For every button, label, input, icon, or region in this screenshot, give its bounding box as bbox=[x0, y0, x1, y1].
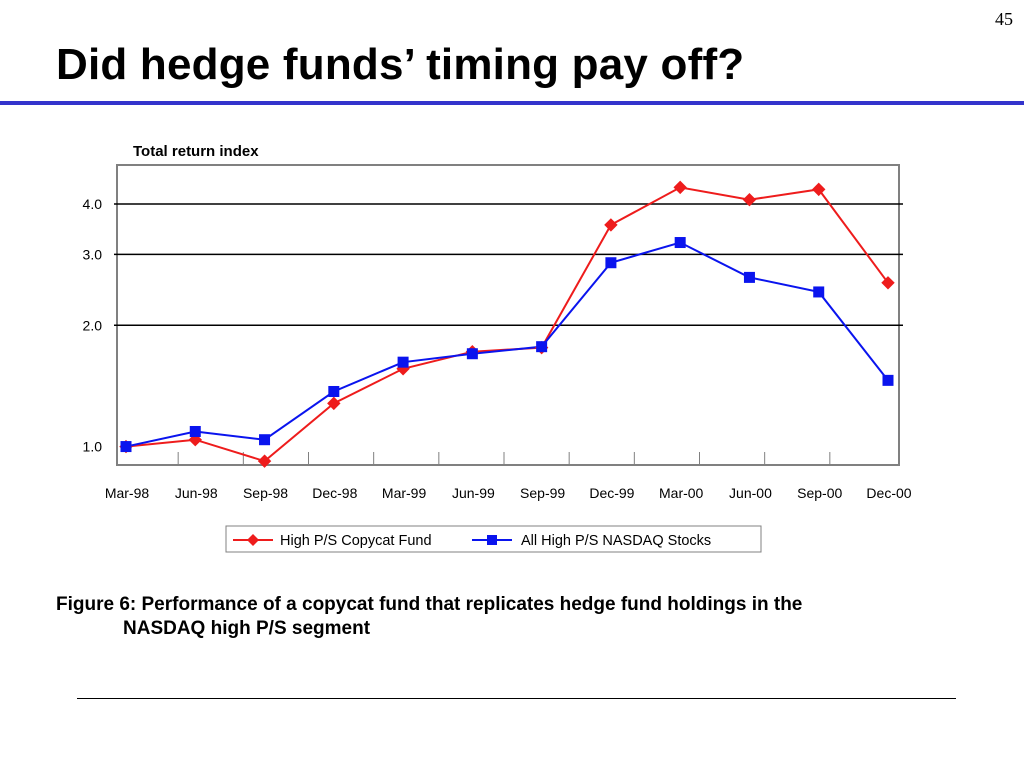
footer-divider bbox=[77, 698, 956, 699]
data-point bbox=[604, 218, 618, 232]
x-tick-label: Dec-00 bbox=[866, 485, 911, 501]
data-point bbox=[466, 348, 478, 360]
x-tick-label: Dec-98 bbox=[312, 485, 357, 501]
data-point bbox=[812, 182, 826, 197]
data-point bbox=[259, 434, 271, 446]
data-point bbox=[257, 454, 272, 468]
page-number: 45 bbox=[995, 9, 1013, 29]
x-tick-label: Sep-98 bbox=[243, 485, 288, 501]
data-point bbox=[189, 425, 201, 437]
y-tick-label: 4.0 bbox=[83, 196, 103, 212]
legend-marker bbox=[487, 535, 497, 545]
y-tick-label: 1.0 bbox=[83, 439, 103, 455]
y-tick-label: 2.0 bbox=[83, 317, 103, 333]
data-point bbox=[328, 385, 340, 397]
x-tick-label: Sep-00 bbox=[797, 485, 842, 501]
caption-line-2: NASDAQ high P/S segment bbox=[123, 618, 371, 639]
data-point bbox=[674, 237, 686, 249]
title-divider bbox=[0, 101, 1024, 105]
y-tick-label: 3.0 bbox=[83, 246, 103, 262]
data-point bbox=[813, 286, 825, 298]
data-point bbox=[397, 356, 409, 368]
data-point bbox=[120, 441, 132, 453]
data-point bbox=[743, 271, 755, 283]
x-tick-label: Mar-99 bbox=[382, 485, 427, 501]
data-point bbox=[881, 276, 895, 290]
figure-caption: Figure 6: Performance of a copycat fund … bbox=[56, 593, 976, 641]
data-point bbox=[327, 396, 341, 411]
data-point bbox=[882, 374, 894, 386]
caption-line-1: Figure 6: Performance of a copycat fund … bbox=[56, 594, 803, 615]
legend-marker bbox=[247, 534, 259, 546]
line-chart: 1.0 2.0 3.0 4.0 Mar-98 Jun-98 Sep-98 Dec-98 Mar… bbox=[83, 164, 912, 553]
x-tick-label: Jun-99 bbox=[452, 485, 495, 501]
data-point bbox=[742, 193, 757, 207]
data-point bbox=[536, 341, 548, 353]
x-tick-label: Jun-00 bbox=[729, 485, 772, 501]
x-tick-label: Dec-99 bbox=[589, 485, 634, 501]
data-point bbox=[605, 257, 617, 269]
legend-label: All High P/S NASDAQ Stocks bbox=[521, 533, 711, 549]
slide-title: Did hedge funds’ timing pay off? bbox=[56, 40, 745, 89]
x-tick-label: Mar-98 bbox=[105, 485, 150, 501]
x-tick-label: Sep-99 bbox=[520, 485, 565, 501]
y-axis-label: Total return index bbox=[133, 143, 259, 160]
data-point bbox=[673, 180, 687, 195]
legend-label: High P/S Copycat Fund bbox=[280, 533, 432, 549]
series-line bbox=[125, 241, 889, 448]
x-tick-label: Mar-00 bbox=[659, 485, 704, 501]
plot-area bbox=[116, 164, 900, 466]
x-tick-label: Jun-98 bbox=[175, 485, 218, 501]
